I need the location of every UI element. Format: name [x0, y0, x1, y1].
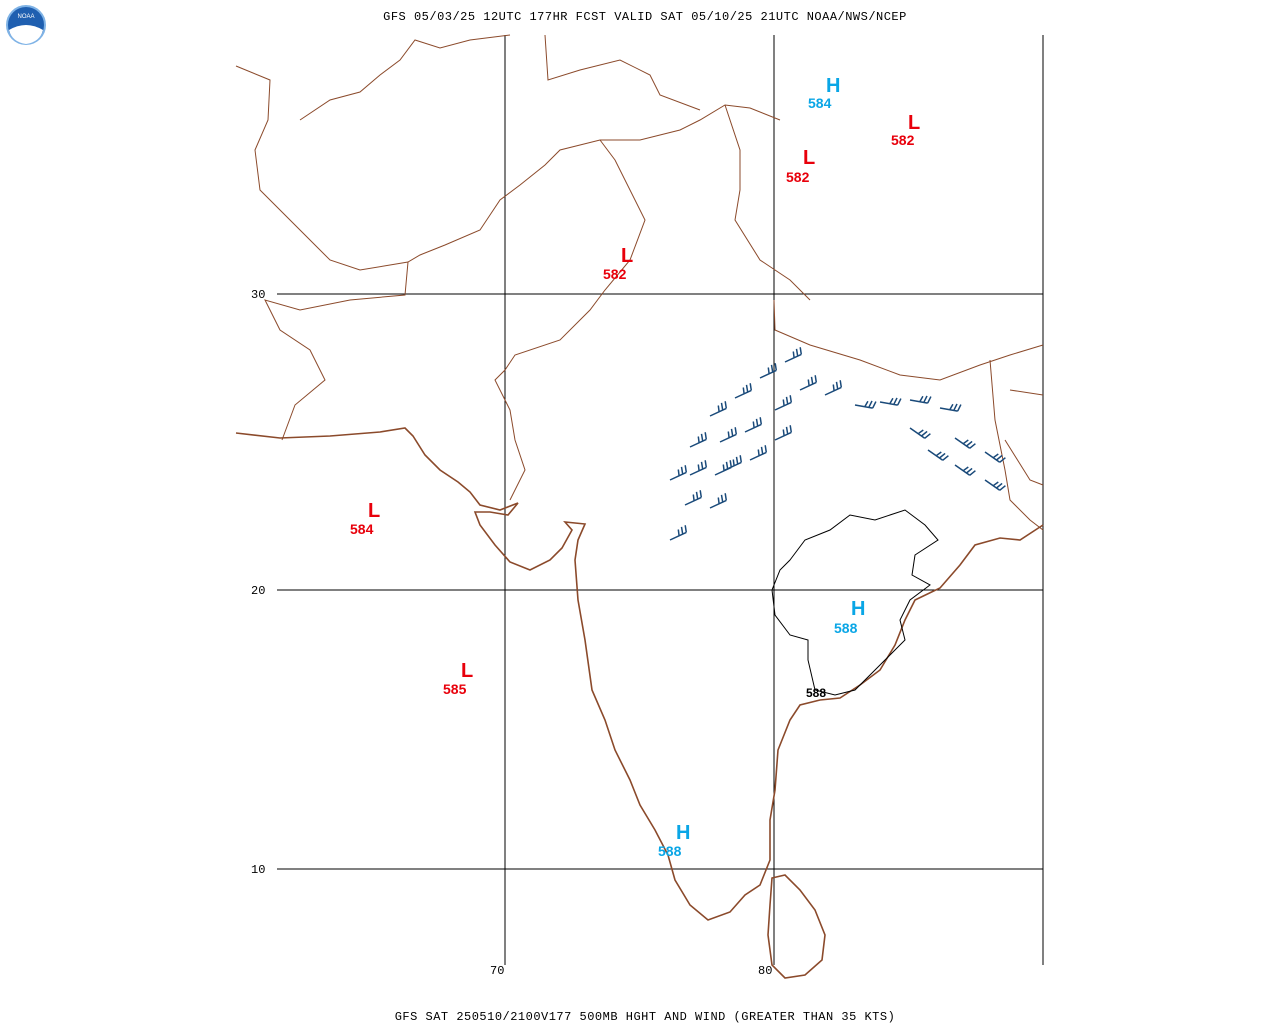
center-value: 582	[786, 169, 810, 185]
wind-barb	[784, 347, 803, 363]
center-value: 588	[834, 620, 858, 636]
wind-barb	[854, 400, 877, 409]
wind-barb	[759, 363, 778, 379]
wind-barb	[749, 445, 768, 461]
wind-barb	[824, 380, 843, 396]
graticule	[277, 35, 1044, 965]
low-symbol: L	[621, 245, 633, 267]
borders	[235, 34, 1044, 531]
center-value: 582	[891, 132, 915, 148]
logo-text: NOAA	[17, 14, 34, 20]
center-value: 585	[443, 681, 467, 697]
wind-barb	[927, 449, 949, 461]
lat-label: 30	[251, 288, 265, 302]
high-symbol: H	[826, 75, 840, 97]
wind-barb	[954, 437, 976, 449]
center-value: 584	[350, 521, 374, 537]
wind-barb	[954, 464, 976, 476]
wind-barb	[774, 395, 793, 411]
wind-barb	[709, 493, 728, 509]
wind-barb	[909, 427, 931, 439]
low-symbol: L	[908, 112, 920, 134]
wind-barb	[799, 375, 818, 391]
wind-barb	[939, 403, 962, 412]
noaa-logo: NOAA	[6, 5, 46, 45]
wind-barb	[669, 465, 688, 481]
wind-barb	[719, 427, 738, 443]
center-value: 584	[808, 95, 832, 111]
lon-label: 80	[758, 964, 772, 978]
lon-label: 70	[490, 964, 504, 978]
coastlines	[235, 427, 1044, 979]
wind-barb	[689, 460, 708, 476]
wind-barbs	[669, 347, 1006, 541]
wind-barb	[689, 432, 708, 448]
wind-barb	[774, 425, 793, 441]
wind-barb	[734, 383, 753, 399]
low-symbol: L	[368, 500, 380, 522]
wind-barb	[909, 395, 932, 404]
state-outline	[771, 509, 939, 696]
high-symbol: H	[676, 822, 690, 844]
wind-barb	[984, 451, 1006, 463]
wind-barb	[879, 397, 902, 406]
high-symbol: H	[851, 598, 865, 620]
wind-barb	[714, 460, 733, 476]
wind-barb	[984, 479, 1006, 491]
lat-label: 10	[251, 863, 265, 877]
wind-barb	[724, 455, 743, 471]
map-title: GFS 05/03/25 12UTC 177HR FCST VALID SAT …	[383, 10, 907, 24]
wind-barb	[744, 417, 763, 433]
wind-barb	[669, 525, 688, 541]
center-value: 582	[603, 266, 627, 282]
contour-label: 588	[806, 686, 826, 700]
wind-barb	[684, 490, 703, 506]
map-caption: GFS SAT 250510/2100V177 500MB HGHT AND W…	[395, 1010, 896, 1024]
low-symbol: L	[461, 660, 473, 682]
center-value: 588	[658, 843, 682, 859]
wind-barb	[709, 401, 728, 417]
lat-label: 20	[251, 584, 265, 598]
low-symbol: L	[803, 147, 815, 169]
